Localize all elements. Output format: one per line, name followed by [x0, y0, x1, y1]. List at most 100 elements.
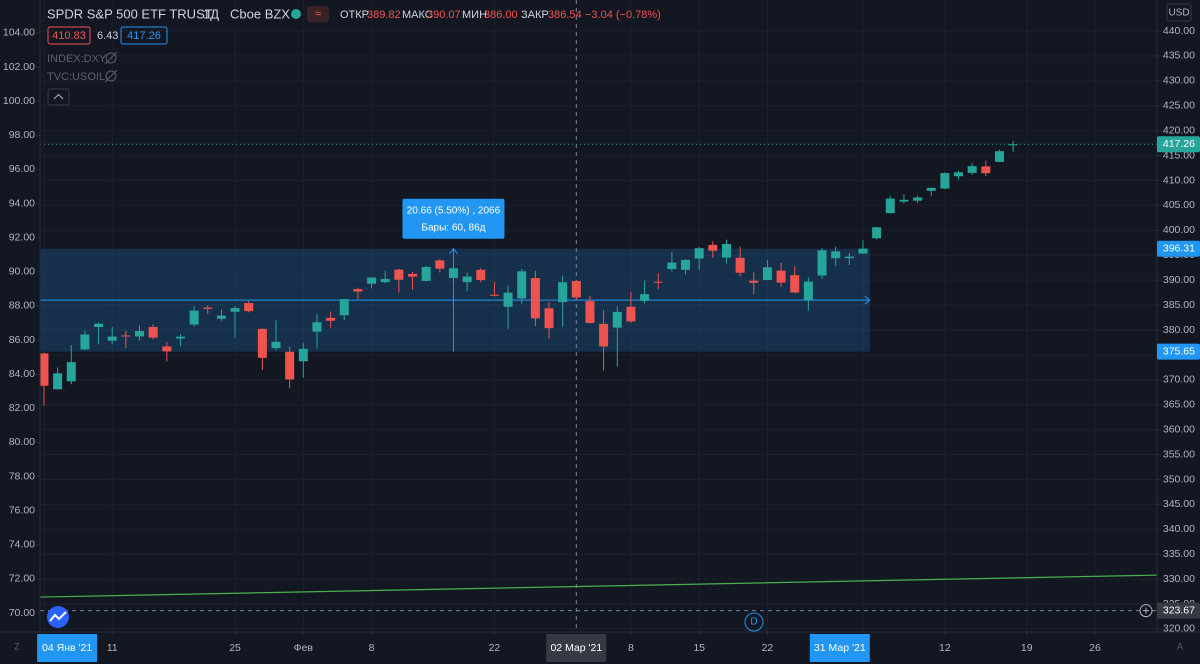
- x-tick-label: 8: [369, 642, 375, 654]
- candle-body: [899, 199, 909, 202]
- event-marker[interactable]: [744, 612, 764, 632]
- ohlc-label: МИН: [462, 9, 487, 21]
- bid-box[interactable]: [47, 26, 91, 45]
- y2-tick-label: 80.00: [9, 436, 35, 448]
- candle-body: [967, 166, 977, 173]
- status-badge[interactable]: [307, 6, 329, 22]
- last-price-label: 417.26: [1163, 138, 1195, 150]
- symbol: SPDR S&P 500 ETF TRUST: [47, 6, 213, 21]
- y2-tick-label: 104.00: [3, 27, 35, 39]
- currency-box[interactable]: [1166, 3, 1192, 22]
- ohlc-label: ЗАКР: [521, 9, 549, 21]
- y-tick-label: 340.00: [1163, 523, 1195, 535]
- exchange: Cboe BZX: [230, 6, 290, 21]
- y2-tick-label: 94.00: [9, 197, 35, 209]
- candle-body: [994, 151, 1004, 162]
- add-alert-icon: [1143, 607, 1149, 614]
- ohlc-value: 390.07: [427, 9, 461, 21]
- x-tick-label: 19: [1021, 642, 1033, 654]
- collapse-button[interactable]: [47, 88, 70, 106]
- corner-button[interactable]: Z: [14, 641, 20, 651]
- left-axis: [0, 0, 40, 632]
- candle-body: [367, 277, 377, 284]
- y2-tick-label: 92.00: [9, 231, 35, 243]
- candle-body: [640, 294, 650, 301]
- ask: 417.26: [127, 30, 161, 42]
- hidden-series: TVC:USOIL: [47, 71, 105, 83]
- y2-tick-label: 96.00: [9, 163, 35, 175]
- crosshair-price-label-box: [1157, 602, 1200, 619]
- y-tick-label: 385.00: [1163, 299, 1195, 311]
- hidden-series: INDEX:DXY: [47, 53, 107, 65]
- ohlc-change: −3.04 (−0.78%): [585, 9, 661, 21]
- candle-body: [462, 276, 472, 283]
- right-axis: [1157, 0, 1200, 632]
- candle-body: [39, 353, 49, 386]
- candle-body: [107, 336, 117, 341]
- candle-body: [940, 173, 950, 189]
- candle-body: [653, 281, 663, 283]
- y-tick-label: 355.00: [1163, 448, 1195, 460]
- candle-body: [1008, 144, 1018, 146]
- candle-body: [503, 292, 513, 307]
- candle-body: [257, 328, 267, 358]
- candle-body: [66, 362, 76, 382]
- corner-button[interactable]: A: [1177, 641, 1183, 651]
- crosshair-x-label: 02 Мар '21: [550, 642, 602, 654]
- y-tick-label: 415.00: [1163, 149, 1195, 161]
- candle-body: [175, 336, 185, 339]
- candle-body: [544, 308, 554, 329]
- candle-body: [585, 301, 595, 323]
- crosshair-price-label: 323.67: [1163, 604, 1195, 616]
- ohlc-label: МАКС: [402, 9, 433, 21]
- y2-tick-label: 70.00: [9, 607, 35, 619]
- ohlc-value: 386.54: [548, 9, 582, 21]
- candle-body: [885, 198, 895, 214]
- candle-body: [353, 289, 363, 292]
- candle-body: [517, 271, 527, 299]
- event-label: D: [750, 617, 757, 628]
- y2-tick-label: 102.00: [3, 61, 35, 73]
- candle-body: [913, 197, 923, 201]
- candle-body: [326, 317, 336, 321]
- y2-tick-label: 98.00: [9, 129, 35, 141]
- eye-off: [104, 51, 118, 65]
- measure-bottom-label: 375.65: [1163, 345, 1195, 357]
- measure-tooltip: [402, 198, 505, 239]
- collapse-icon: [53, 93, 64, 100]
- candle-body: [230, 308, 240, 312]
- arrow-head: [449, 247, 458, 255]
- x-tick-label: 31 Мар '21: [814, 642, 866, 654]
- y-tick-label: 380.00: [1163, 324, 1195, 336]
- ask-box[interactable]: [120, 26, 168, 45]
- candle-body: [844, 256, 854, 259]
- eye-off[interactable]: [105, 52, 117, 64]
- measure-bars: Бары: 60, 86д: [421, 222, 485, 233]
- candle-body: [80, 334, 90, 350]
- candle-body: [721, 243, 731, 258]
- y-tick-label: 330.00: [1163, 573, 1195, 585]
- candle-body: [858, 248, 868, 254]
- y-tick-label: 400.00: [1163, 224, 1195, 236]
- y-tick-label: 365.00: [1163, 399, 1195, 411]
- ohlc-label: ОТКР: [340, 9, 369, 21]
- candle-body: [148, 326, 158, 338]
- y2-tick-label: 82.00: [9, 402, 35, 414]
- y2-tick-label: 86.00: [9, 334, 35, 346]
- y2-tick-label: 72.00: [9, 573, 35, 585]
- eye-off[interactable]: [105, 70, 117, 82]
- candle-body: [708, 244, 718, 251]
- x-tick-label: 04 Янв '21: [42, 642, 92, 654]
- y-tick-label: 425.00: [1163, 100, 1195, 112]
- candle-body: [380, 278, 390, 283]
- candle-body: [285, 351, 295, 380]
- candle-body: [421, 266, 431, 281]
- candle-body: [776, 270, 786, 283]
- candle-body: [448, 268, 458, 279]
- candle-body: [244, 303, 254, 312]
- y-tick-label: 420.00: [1163, 124, 1195, 136]
- candle-body: [203, 307, 213, 309]
- candle-body: [162, 346, 172, 352]
- y2-tick-label: 78.00: [9, 470, 35, 482]
